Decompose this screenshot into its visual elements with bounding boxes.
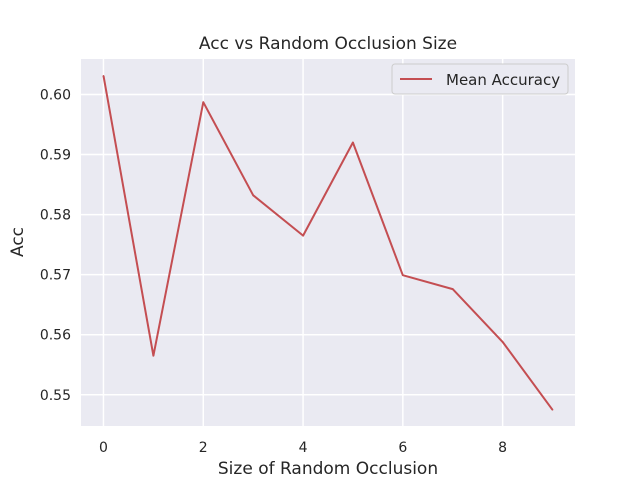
series-line-mean-accuracy: [102, 75, 554, 411]
y-axis-ticks: 0.55 0.56 0.57 0.58 0.59 0.60: [40, 87, 71, 403]
data-point: [352, 141, 354, 144]
legend-label: Mean Accuracy: [446, 71, 560, 89]
y-tick-label: 0.55: [40, 388, 71, 404]
x-axis-label: Size of Random Occlusion: [218, 459, 438, 479]
data-point: [551, 408, 554, 411]
x-tick-label: 2: [199, 440, 208, 456]
y-tick-label: 0.59: [40, 148, 71, 164]
data-point: [102, 75, 105, 77]
grid-lines: [81, 59, 575, 426]
legend: Mean Accuracy: [391, 63, 569, 95]
plot-area: [81, 59, 575, 426]
y-tick-label: 0.60: [40, 87, 71, 103]
x-axis-ticks: 0 2 4 6 8: [99, 440, 507, 456]
data-point: [501, 341, 504, 343]
chart-title: Acc vs Random Occlusion Size: [199, 34, 457, 54]
series-lines: [102, 75, 554, 411]
y-axis-label: Acc: [8, 227, 28, 257]
y-tick-label: 0.58: [40, 208, 71, 224]
data-point: [152, 354, 155, 357]
data-point: [451, 288, 454, 290]
data-point: [302, 234, 304, 237]
x-tick-label: 0: [99, 440, 108, 456]
data-point: [252, 194, 254, 197]
y-tick-label: 0.56: [40, 328, 71, 344]
y-tick-label: 0.57: [40, 268, 71, 284]
data-point: [402, 274, 404, 277]
x-tick-label: 4: [299, 440, 308, 456]
x-tick-label: 6: [398, 440, 407, 456]
x-tick-label: 8: [498, 440, 507, 456]
legend-box: [391, 63, 569, 95]
data-point: [202, 101, 205, 104]
